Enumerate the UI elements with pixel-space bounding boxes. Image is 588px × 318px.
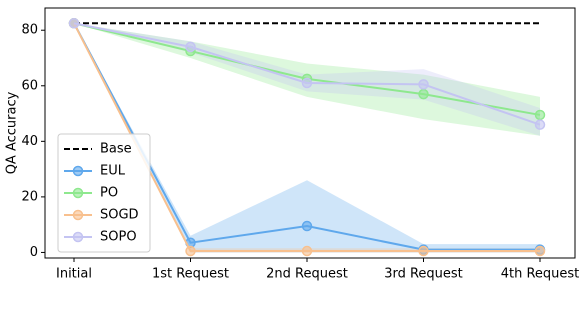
marker xyxy=(301,220,313,232)
x-tick-label: 3rd Request xyxy=(384,267,463,282)
x-tick-label: 2nd Request xyxy=(266,267,348,282)
legend-label: EUL xyxy=(100,164,126,179)
legend-marker xyxy=(72,209,84,221)
legend-label: Base xyxy=(100,142,132,157)
marker xyxy=(185,41,196,53)
marker xyxy=(301,77,313,89)
y-axis-label: QA Accuracy xyxy=(5,91,20,174)
marker xyxy=(418,79,429,90)
marker xyxy=(418,88,429,100)
legend-label: SOGD xyxy=(100,208,139,223)
legend-label: SOPO xyxy=(100,230,137,245)
y-tick-label: 60 xyxy=(21,78,38,93)
x-tick-label: 4th Request xyxy=(501,267,580,282)
legend-box xyxy=(57,133,151,253)
marker xyxy=(534,109,546,121)
y-tick-label: 0 xyxy=(30,245,38,260)
x-tick-label: 1st Request xyxy=(152,267,229,282)
legend-label: PO xyxy=(100,186,118,201)
marker xyxy=(185,245,196,257)
error-band xyxy=(74,23,540,253)
legend-marker xyxy=(72,165,84,177)
marker xyxy=(534,119,546,130)
plot-frame xyxy=(44,7,576,259)
marker xyxy=(534,245,546,257)
y-tick-label: 40 xyxy=(21,134,38,149)
legend-marker xyxy=(72,187,84,199)
y-tick-label: 80 xyxy=(21,23,38,38)
marker xyxy=(418,245,429,257)
marker xyxy=(301,245,313,257)
x-tick-label: Initial xyxy=(56,267,92,282)
marker xyxy=(68,18,80,29)
y-tick-label: 20 xyxy=(21,189,38,204)
legend-marker xyxy=(72,231,84,243)
